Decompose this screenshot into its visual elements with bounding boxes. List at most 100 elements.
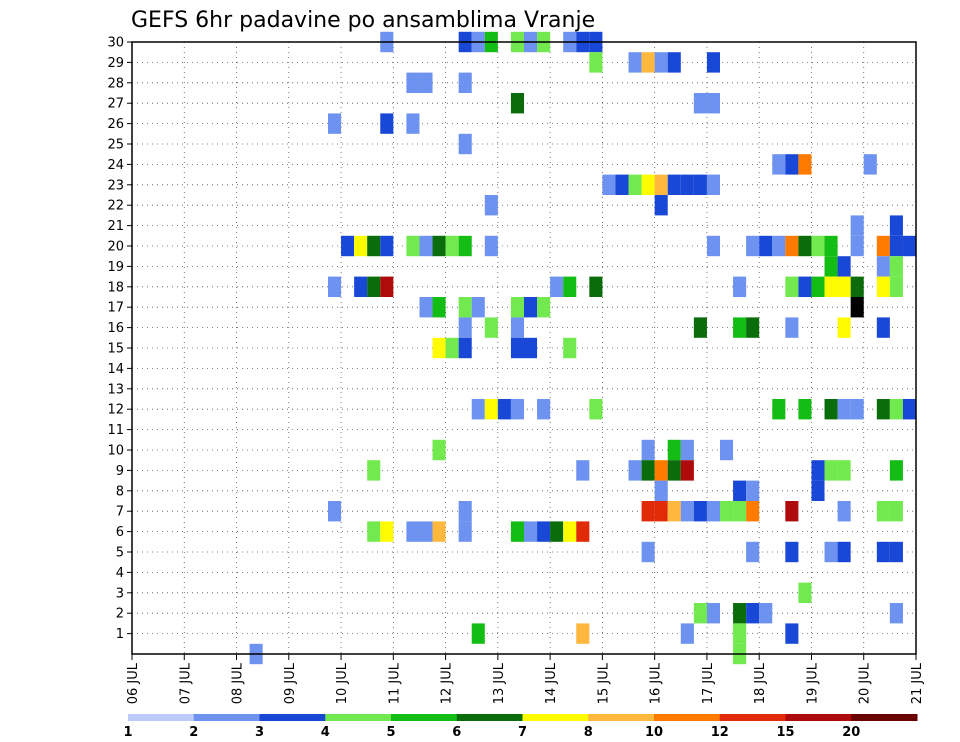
heatmap-cell: [785, 276, 799, 297]
heatmap-cell: [889, 215, 903, 236]
heatmap-cell: [524, 521, 538, 542]
heatmap-cell: [537, 521, 551, 542]
heatmap-cell: [419, 235, 433, 257]
heatmap-cell: [458, 521, 472, 542]
heatmap-cell: [445, 337, 459, 359]
heatmap-cell: [406, 113, 420, 134]
heatmap-cell: [680, 623, 694, 644]
heatmap-cell: [510, 337, 524, 359]
heatmap-cell: [484, 195, 498, 216]
heatmap-cell: [654, 460, 668, 481]
heatmap-cell: [902, 399, 916, 420]
heatmap-cell: [772, 399, 786, 420]
heatmap-cell: [445, 235, 459, 257]
y-tick-label: 2: [116, 607, 124, 622]
y-tick-label: 12: [107, 403, 124, 418]
heatmap-cell: [641, 439, 655, 461]
heatmap-cell: [589, 52, 603, 73]
y-tick-label: 15: [107, 342, 124, 357]
heatmap-cell: [706, 603, 720, 624]
x-tick-label: 21 JUL: [910, 662, 925, 704]
heatmap-cell: [680, 174, 694, 195]
heatmap-cell: [667, 174, 681, 195]
heatmap-cell: [589, 399, 603, 420]
x-tick-label: 12 JUL: [440, 662, 455, 704]
colorbar-segment: [654, 714, 721, 721]
heatmap-cell: [354, 276, 368, 297]
heatmap-cell: [889, 501, 903, 522]
x-axis: 06 JUL 07 JUL 08 JUL 09 JUL 10 JUL 11 JUL 12 J…: [126, 654, 925, 704]
heatmap-cell: [680, 439, 694, 461]
colorbar-label: 12: [711, 725, 729, 740]
heatmap-cell: [328, 501, 342, 522]
heatmap-cell: [850, 399, 864, 420]
y-tick-label: 18: [107, 280, 124, 295]
y-tick-label: 26: [107, 117, 124, 132]
colorbar-segment: [522, 714, 589, 721]
y-tick-label: 28: [107, 76, 124, 91]
heatmap-cell: [876, 276, 890, 297]
x-tick-label: 08 JUL: [231, 662, 246, 704]
y-tick-label: 1: [116, 627, 124, 642]
heatmap-cell: [824, 399, 838, 420]
heatmap-cell: [889, 541, 903, 563]
heatmap-cell: [641, 174, 655, 195]
heatmap-cell: [550, 521, 564, 542]
heatmap-cell: [432, 439, 446, 461]
colorbar-label: 5: [386, 725, 395, 740]
heatmap-cell: [733, 480, 747, 501]
heatmap-cell: [563, 521, 577, 542]
heatmap-cell: [837, 317, 851, 338]
colorbar: 1 2 3 4 5 6 7 8 10 12 15 20: [123, 714, 918, 740]
x-tick-label: 06 JUL: [126, 662, 141, 704]
y-tick-label: 17: [107, 301, 124, 316]
y-tick-label: 6: [116, 525, 124, 540]
x-tick-label: 13 JUL: [492, 662, 507, 704]
y-tick-label: 24: [107, 158, 124, 173]
heatmap-cell: [576, 623, 590, 644]
x-tick-label: 07 JUL: [178, 662, 193, 704]
y-tick-label: 10: [107, 444, 124, 459]
colorbar-label: 2: [189, 725, 198, 740]
x-tick-label: 18 JUL: [753, 662, 768, 704]
heatmap-cell: [563, 337, 577, 359]
heatmap-cell: [746, 317, 760, 338]
y-tick-label: 4: [116, 566, 124, 581]
heatmap-cell: [510, 399, 524, 420]
heatmap-cell: [824, 276, 838, 297]
heatmap-cell: [458, 235, 472, 257]
heatmap-cell: [837, 256, 851, 277]
heatmap-cell: [733, 317, 747, 338]
heatmap-cell: [406, 521, 420, 542]
heatmap-cell: [720, 439, 734, 461]
heatmap-cell: [524, 337, 538, 359]
heatmap-cell: [654, 501, 668, 522]
colorbar-segment: [719, 714, 786, 721]
heatmap-cell: [850, 297, 864, 318]
heatmap-cell: [654, 52, 668, 73]
x-tick-label: 20 JUL: [858, 662, 873, 704]
heatmap-cell: [628, 460, 642, 481]
heatmap-cell: [471, 623, 485, 644]
heatmap-cell: [667, 439, 681, 461]
heatmap-cell: [458, 297, 472, 318]
y-tick-label: 9: [116, 464, 124, 479]
heatmap-cell: [850, 215, 864, 236]
heatmap-cell: [837, 399, 851, 420]
y-tick-label: 20: [107, 240, 124, 255]
heatmap-cell: [889, 399, 903, 420]
heatmap-cell: [484, 317, 498, 338]
x-tick-label: 10 JUL: [335, 662, 350, 704]
heatmap-cell: [497, 399, 511, 420]
heatmap-cell: [419, 521, 433, 542]
heatmap-cell: [380, 521, 394, 542]
heatmap-cell: [798, 399, 812, 420]
heatmap-cell: [537, 297, 551, 318]
heatmap-cell: [706, 235, 720, 257]
heatmap-cell: [876, 235, 890, 257]
heatmap-cell: [367, 276, 381, 297]
x-tick-label: 09 JUL: [283, 662, 298, 704]
heatmap-cell: [693, 93, 707, 114]
colorbar-label: 3: [255, 725, 264, 740]
colorbar-segment: [851, 714, 918, 721]
